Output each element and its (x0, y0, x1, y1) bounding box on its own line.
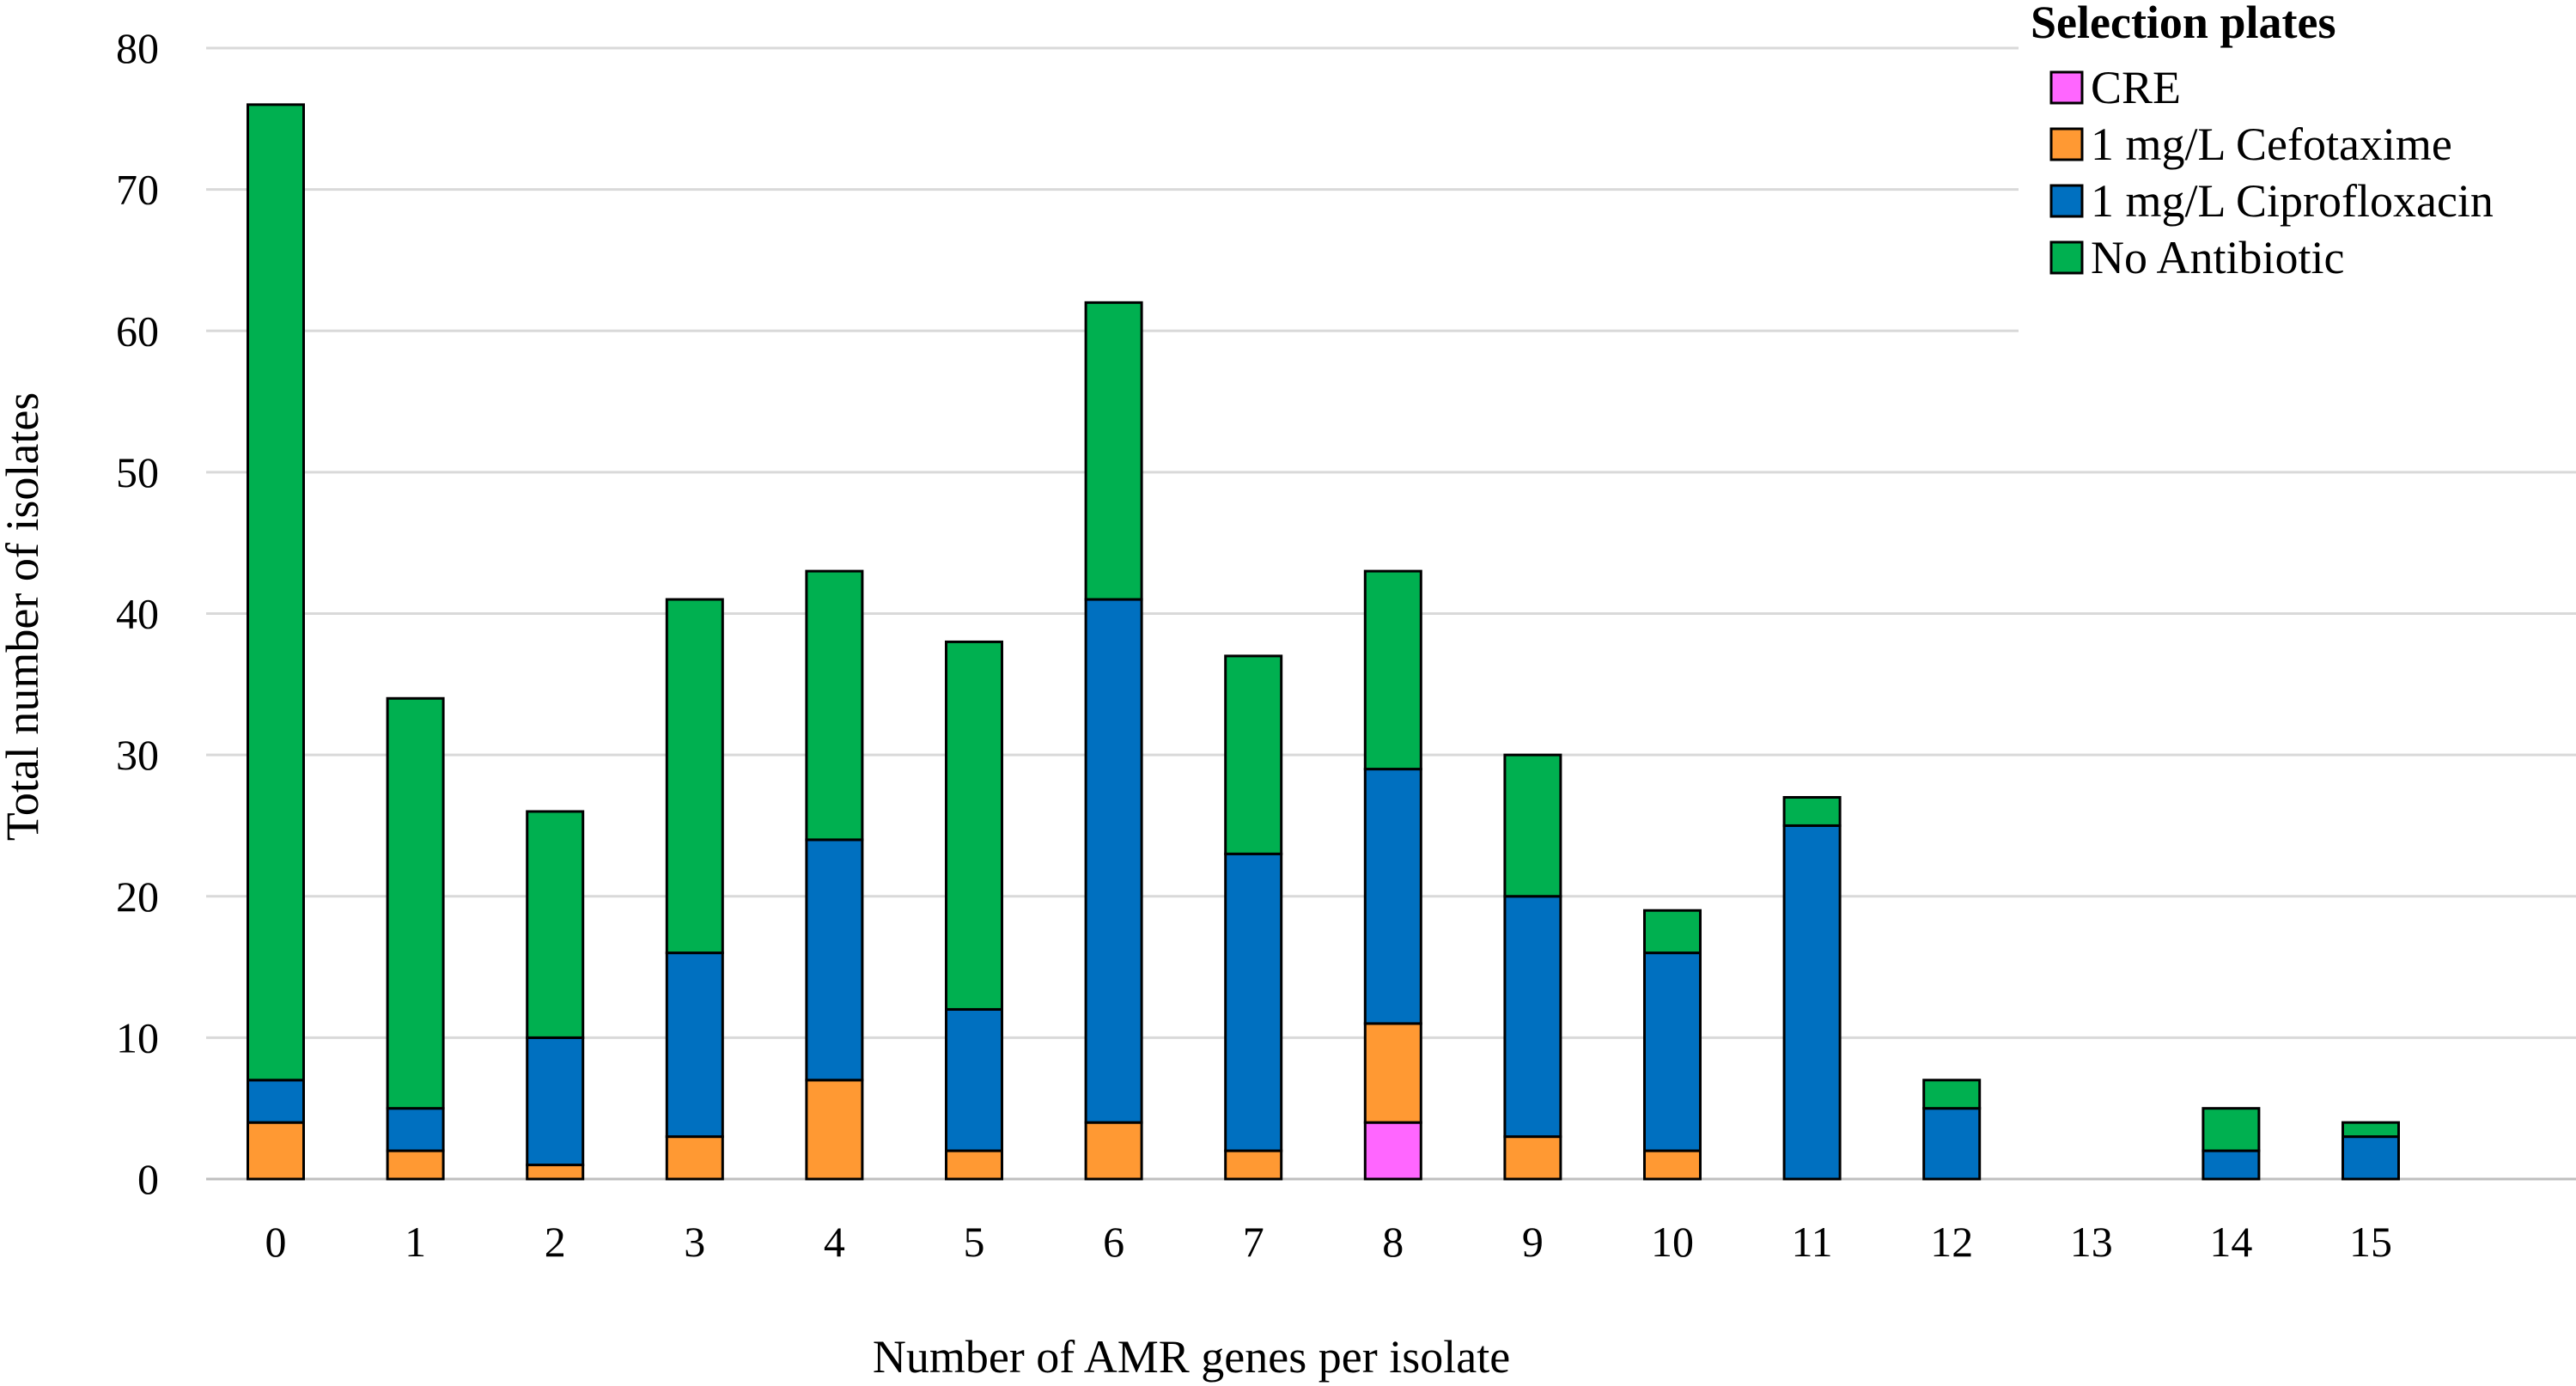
legend-label-3: No Antibiotic (2091, 232, 2345, 283)
bar-segment-0-2 (247, 1079, 305, 1124)
x-tick-label: 11 (1792, 1218, 1833, 1266)
bar-segment-4-2 (805, 838, 864, 1082)
bar-segment-15-2 (2342, 1135, 2400, 1181)
bar-segment-14-2 (2201, 1149, 2261, 1181)
bar-segment-12-3 (1922, 1079, 1982, 1110)
x-tick-label: 5 (964, 1218, 985, 1266)
bar-segment-8-0 (1363, 1121, 1422, 1181)
x-tick-label: 14 (2209, 1218, 2252, 1266)
legend-swatch-3 (2049, 240, 2084, 275)
bar-segment-0-1 (247, 1121, 305, 1181)
legend-swatch-1 (2049, 127, 2084, 161)
bar-segment-4-3 (805, 569, 864, 842)
bar-segment-4-1 (805, 1079, 864, 1181)
legend-swatch-2 (2049, 184, 2084, 218)
bar-segment-1-3 (386, 696, 445, 1110)
y-tick-label: 50 (116, 448, 159, 496)
x-tick-label: 8 (1382, 1218, 1404, 1266)
x-axis-ticks: 0 1 2 3 4 5 6 7 8 9 10 11 12 13 14 15 (265, 1218, 2393, 1266)
bar-segment-11-3 (1782, 796, 1842, 827)
bar-segment-5-3 (945, 640, 1003, 1011)
bar-segment-8-1 (1363, 1022, 1422, 1124)
bar-segment-8-2 (1363, 768, 1422, 1025)
legend-title: Selection plates (2031, 0, 2335, 48)
x-tick-label: 6 (1103, 1218, 1124, 1266)
bar-segment-9-2 (1503, 895, 1562, 1139)
bar-segment-6-1 (1084, 1121, 1143, 1181)
bar-segment-3-2 (665, 951, 724, 1139)
bar-segment-7-3 (1224, 654, 1283, 855)
bar-segment-2-2 (526, 1036, 585, 1167)
y-tick-label: 10 (116, 1013, 159, 1061)
bar-segment-9-3 (1503, 753, 1562, 898)
x-tick-label: 10 (1651, 1218, 1694, 1266)
legend-swatch-0 (2049, 70, 2084, 105)
bar-segment-6-3 (1084, 301, 1143, 601)
bars (247, 103, 2400, 1181)
bar-segment-11-2 (1782, 824, 1842, 1181)
x-tick-label: 13 (2070, 1218, 2113, 1266)
x-tick-label: 0 (265, 1218, 287, 1266)
bar-segment-15-3 (2342, 1121, 2400, 1139)
x-tick-label: 12 (1930, 1218, 1973, 1266)
x-tick-label: 1 (405, 1218, 426, 1266)
legend-label-2: 1 mg/L Ciprofloxacin (2091, 175, 2494, 227)
x-tick-label: 7 (1243, 1218, 1264, 1266)
bar-segment-8-3 (1363, 569, 1422, 771)
x-tick-label: 4 (824, 1218, 845, 1266)
y-tick-label: 40 (116, 590, 159, 638)
x-tick-label: 15 (2349, 1218, 2392, 1266)
bar-segment-6-2 (1084, 598, 1143, 1124)
x-tick-label: 9 (1522, 1218, 1544, 1266)
y-axis-title: Total number of isolates (0, 392, 48, 842)
legend-label-1: 1 mg/L Cefotaxime (2091, 119, 2452, 170)
y-tick-label: 70 (116, 166, 159, 214)
bar-segment-10-2 (1643, 951, 1702, 1152)
y-tick-label: 0 (137, 1155, 159, 1203)
bar-segment-10-1 (1643, 1149, 1702, 1181)
bar-segment-10-3 (1643, 909, 1702, 955)
x-axis-title: Number of AMR genes per isolate (873, 1331, 1510, 1383)
bar-segment-14-3 (2201, 1107, 2261, 1152)
bar-segment-3-3 (665, 598, 724, 955)
bar-segment-1-2 (386, 1107, 445, 1152)
bar-segment-9-1 (1503, 1135, 1562, 1181)
bar-segment-5-1 (945, 1149, 1003, 1181)
y-tick-label: 80 (116, 24, 159, 72)
x-tick-label: 3 (684, 1218, 705, 1266)
bar-segment-2-3 (526, 810, 585, 1039)
bar-segment-2-1 (526, 1164, 585, 1181)
bar-segment-7-2 (1224, 852, 1283, 1152)
bar-segment-1-1 (386, 1149, 445, 1181)
y-tick-label: 30 (116, 731, 159, 779)
y-tick-label: 20 (116, 872, 159, 921)
legend-background (2019, 0, 2576, 339)
legend-label-0: CRE (2091, 62, 2181, 113)
y-axis-ticks: 0 10 20 30 40 50 60 70 80 (116, 24, 159, 1203)
y-tick-label: 60 (116, 307, 159, 355)
x-tick-label: 2 (545, 1218, 566, 1266)
bar-segment-3-1 (665, 1135, 724, 1181)
bar-segment-7-1 (1224, 1149, 1283, 1181)
bar-segment-12-2 (1922, 1107, 1982, 1181)
bar-segment-5-2 (945, 1007, 1003, 1152)
bar-segment-0-3 (247, 103, 305, 1082)
